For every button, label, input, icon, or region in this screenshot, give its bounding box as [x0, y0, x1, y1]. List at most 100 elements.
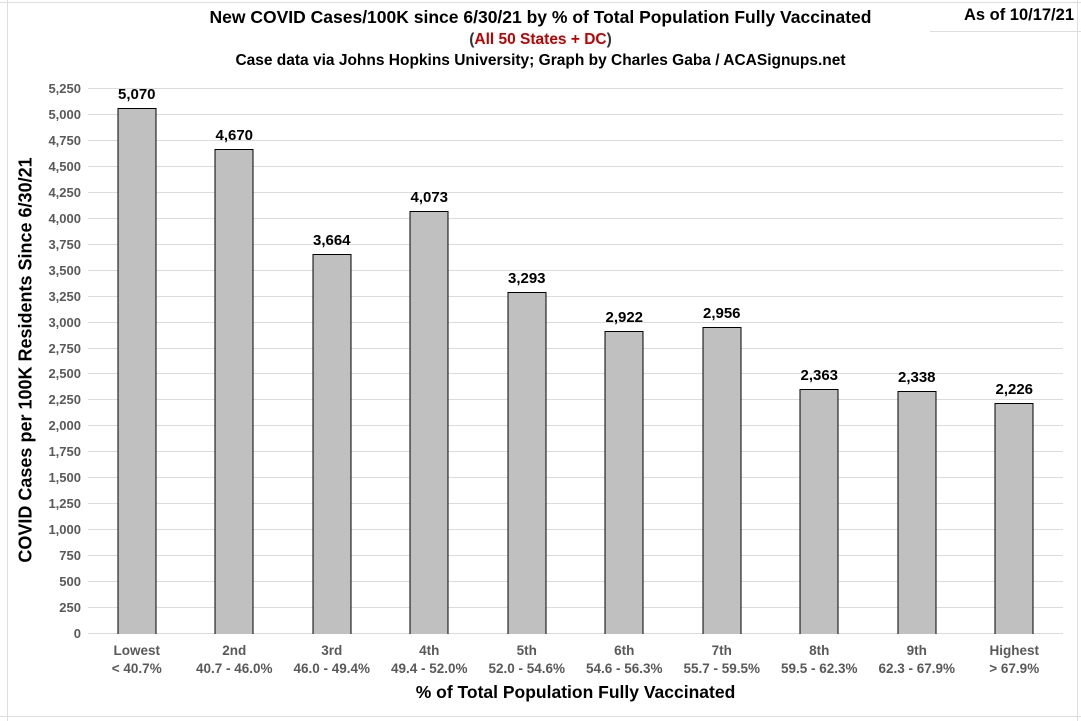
sheet-gridline	[0, 2, 1081, 3]
x-category-range: 54.6 - 56.3%	[585, 661, 663, 676]
x-category-range: < 40.7%	[111, 661, 162, 676]
bar	[312, 253, 352, 634]
x-category-rank: 2nd	[222, 643, 247, 658]
gridline	[88, 399, 1063, 401]
x-category-range: 49.4 - 52.0%	[390, 661, 468, 676]
y-axis-tick-label: 3,750	[48, 236, 81, 252]
y-axis-tick-label: 3,500	[48, 262, 81, 278]
x-category-label: Lowest < 40.7%	[88, 642, 186, 678]
bar	[117, 107, 157, 634]
subtitle-red-text: All 50 States + DC	[474, 31, 607, 48]
y-axis-tick-label: 4,500	[48, 158, 81, 174]
x-category-label: 9th 62.3 - 67.9%	[868, 642, 966, 678]
x-category-rank: 4th	[419, 643, 440, 658]
y-axis-tick-label: 1,500	[48, 470, 81, 486]
chart-title: New COVID Cases/100K since 6/30/21 by % …	[209, 7, 872, 27]
gridline	[88, 269, 1063, 271]
y-axis-tick-label: 0	[73, 626, 81, 641]
gridline	[88, 217, 1063, 219]
bar-value-label: 3,293	[507, 270, 546, 288]
x-category-range: 46.0 - 49.4%	[293, 661, 371, 676]
gridline	[88, 347, 1063, 349]
y-axis-tick-label: 4,750	[48, 132, 81, 148]
bar-value-label: 5,070	[117, 85, 156, 103]
gridline	[88, 113, 1063, 115]
x-category-label: 5th 52.0 - 54.6%	[478, 642, 576, 678]
x-category-label: Highest > 67.9%	[966, 642, 1064, 678]
bar-value-label: 2,363	[800, 366, 839, 384]
y-axis-tick-label: 2,250	[48, 392, 81, 408]
x-category-label: 6th 54.6 - 56.3%	[576, 642, 674, 678]
sheet-gridline	[930, 31, 1081, 32]
y-axis-tick-label: 1,000	[48, 522, 81, 538]
gridline	[88, 451, 1063, 453]
bar-cell: 4,073	[381, 89, 479, 634]
gridline	[88, 373, 1063, 375]
as-of-date: As of 10/17/21	[963, 6, 1074, 24]
y-axis-tick-label: 5,000	[48, 106, 81, 122]
x-category-range: 62.3 - 67.9%	[878, 661, 956, 676]
gridline	[88, 503, 1063, 505]
bar	[994, 402, 1034, 634]
x-category-label: 3rd 46.0 - 49.4%	[283, 642, 381, 678]
x-category-range: 40.7 - 46.0%	[195, 661, 273, 676]
sheet-gridline	[1077, 0, 1078, 721]
x-category-range: > 67.9%	[989, 661, 1040, 676]
gridline	[88, 165, 1063, 167]
x-category-rank: 8th	[809, 643, 830, 658]
chart-credit: Case data via Johns Hopkins University; …	[235, 52, 846, 69]
bar-cell: 3,293	[478, 89, 576, 634]
gridline	[88, 191, 1063, 193]
y-axis-tick-label: 500	[59, 574, 81, 590]
gridline	[88, 321, 1063, 323]
y-axis-tick-label: 4,250	[48, 184, 81, 200]
bar	[214, 149, 254, 634]
bar-cell: 4,670	[186, 89, 284, 634]
gridline	[88, 425, 1063, 427]
y-axis-tick-label: 750	[59, 548, 81, 564]
bar-cell: 3,664	[283, 89, 381, 634]
bar-value-label: 2,338	[897, 369, 936, 387]
x-axis-title: % of Total Population Fully Vaccinated	[415, 682, 736, 702]
x-category-rank: 9th	[906, 643, 927, 658]
gridline	[88, 477, 1063, 479]
sheet-gridline	[7, 0, 8, 721]
y-axis-tick-label: 3,000	[48, 314, 81, 330]
x-axis-category-labels: Lowest < 40.7% 2nd 40.7 - 46.0% 3rd 46.0 - 49…	[88, 642, 1063, 678]
bar-cell: 2,363	[771, 89, 869, 634]
bar	[897, 391, 937, 634]
bar-value-label: 4,073	[410, 189, 449, 207]
bar-value-label: 2,922	[605, 308, 644, 326]
x-category-label: 4th 49.4 - 52.0%	[381, 642, 479, 678]
gridline	[88, 295, 1063, 297]
bar-cell: 2,922	[576, 89, 674, 634]
gridline	[88, 581, 1063, 583]
bar-value-label: 2,226	[995, 380, 1034, 398]
bar-series: 5,070 4,670 3,664 4,073 3,293 2,922 2,956 2,363…	[88, 85, 1063, 634]
y-axis-tick-label: 2,750	[48, 340, 81, 356]
subtitle-paren-open: (	[469, 31, 475, 48]
x-category-label: 2nd 40.7 - 46.0%	[186, 642, 284, 678]
gridline	[88, 243, 1063, 245]
y-axis-tick-labels: 0 250 500 750 1,000 1,250 1,500 1,750 2,000 2,250…	[0, 81, 84, 641]
x-category-rank: Lowest	[113, 643, 160, 658]
x-category-rank: 7th	[711, 643, 732, 658]
x-category-range: 59.5 - 62.3%	[780, 661, 858, 676]
x-category-label: 8th 59.5 - 62.3%	[771, 642, 869, 678]
x-category-label: 7th 55.7 - 59.5%	[673, 642, 771, 678]
gridline	[88, 607, 1063, 609]
bar	[604, 330, 644, 634]
subtitle-paren-close: )	[606, 31, 612, 48]
y-axis-tick-label: 5,250	[48, 81, 81, 96]
y-axis-tick-label: 1,250	[48, 496, 81, 512]
gridline	[88, 88, 1063, 89]
y-axis-tick-label: 2,500	[48, 366, 81, 382]
y-axis-tick-label: 3,250	[48, 288, 81, 304]
gridline	[88, 633, 1063, 634]
bar-value-label: 4,670	[215, 127, 254, 145]
bar-cell: 5,070	[88, 85, 186, 634]
sheet-gridline	[0, 716, 1081, 717]
bar	[507, 292, 547, 634]
gridline	[88, 555, 1063, 557]
